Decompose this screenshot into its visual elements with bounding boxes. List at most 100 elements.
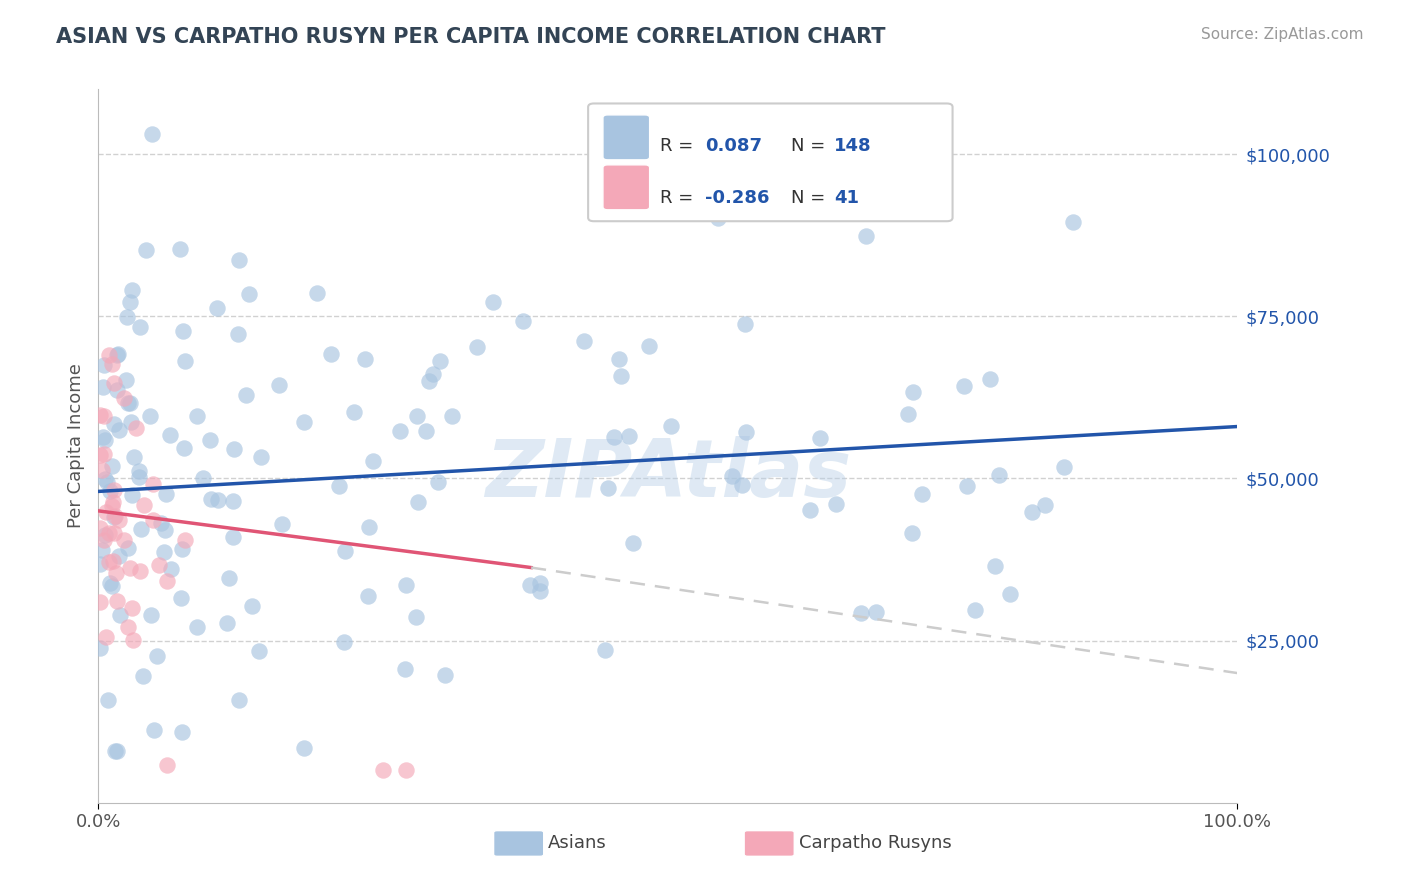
Point: [593, 643, 616, 657]
Point: [979, 372, 1001, 386]
Point: [228, 252, 250, 267]
Point: [619, 429, 641, 443]
Point: [107, 347, 129, 361]
Point: [984, 558, 1007, 573]
Point: [155, 486, 177, 500]
Text: ASIAN VS CARPATHO RUSYN PER CAPITA INCOME CORRELATION CHART: ASIAN VS CARPATHO RUSYN PER CAPITA INCOM…: [56, 27, 886, 46]
Point: [193, 470, 215, 484]
Point: [911, 487, 934, 501]
Point: [90, 463, 112, 477]
Text: Asians: Asians: [548, 835, 607, 853]
Point: [598, 482, 620, 496]
Point: [720, 468, 742, 483]
Point: [91, 379, 114, 393]
Text: N =: N =: [790, 137, 825, 155]
Point: [638, 339, 661, 353]
Text: Source: ZipAtlas.com: Source: ZipAtlas.com: [1201, 27, 1364, 42]
Point: [215, 616, 238, 631]
Point: [118, 396, 141, 410]
Point: [482, 294, 505, 309]
Point: [851, 606, 873, 620]
Point: [91, 430, 114, 444]
Point: [94, 472, 117, 486]
Point: [602, 430, 624, 444]
Point: [207, 492, 229, 507]
FancyBboxPatch shape: [494, 830, 544, 856]
Point: [394, 662, 416, 676]
Point: [89, 448, 111, 462]
Point: [105, 348, 128, 362]
Point: [89, 594, 111, 608]
Point: [89, 521, 111, 535]
Text: 148: 148: [834, 137, 872, 155]
Point: [114, 373, 136, 387]
FancyBboxPatch shape: [588, 103, 953, 221]
Point: [135, 243, 157, 257]
Point: [107, 549, 129, 563]
Point: [292, 740, 315, 755]
Point: [359, 520, 381, 534]
Point: [118, 295, 141, 310]
Point: [799, 503, 821, 517]
Point: [117, 396, 139, 410]
Point: [173, 441, 195, 455]
Point: [141, 608, 163, 623]
Text: Carpatho Rusyns: Carpatho Rusyns: [799, 835, 952, 853]
Point: [94, 505, 117, 519]
Point: [94, 528, 117, 542]
Point: [156, 758, 179, 772]
Point: [148, 558, 170, 573]
Point: [105, 383, 128, 397]
Point: [901, 384, 924, 399]
Text: -0.286: -0.286: [706, 189, 770, 207]
Point: [429, 354, 451, 368]
Point: [1062, 215, 1084, 229]
Point: [103, 483, 125, 497]
Point: [100, 500, 122, 514]
Point: [406, 495, 429, 509]
Point: [269, 378, 291, 392]
Point: [572, 334, 595, 348]
Point: [174, 533, 197, 547]
Point: [529, 583, 551, 598]
Point: [415, 424, 437, 438]
Point: [319, 346, 342, 360]
Point: [142, 477, 165, 491]
Point: [105, 593, 128, 607]
Point: [901, 526, 924, 541]
Point: [103, 525, 125, 540]
Y-axis label: Per Capita Income: Per Capita Income: [66, 364, 84, 528]
Point: [105, 566, 128, 580]
Point: [855, 229, 877, 244]
FancyBboxPatch shape: [744, 830, 794, 856]
Point: [610, 368, 633, 383]
Point: [418, 375, 440, 389]
Point: [141, 127, 163, 141]
Point: [129, 320, 152, 334]
Point: [103, 510, 125, 524]
Point: [129, 522, 152, 536]
Point: [897, 407, 920, 421]
Text: 0.087: 0.087: [706, 137, 762, 155]
Point: [170, 542, 193, 557]
Point: [121, 284, 143, 298]
Point: [93, 358, 115, 372]
Point: [101, 458, 124, 473]
Point: [292, 415, 315, 429]
Point: [371, 764, 394, 778]
Point: [89, 557, 111, 571]
Point: [389, 424, 412, 438]
Point: [865, 605, 887, 619]
Point: [93, 409, 115, 424]
Point: [186, 409, 208, 423]
Point: [200, 433, 222, 447]
Point: [124, 421, 146, 435]
Point: [117, 541, 139, 555]
Point: [607, 351, 630, 366]
Point: [426, 475, 449, 489]
Point: [117, 310, 139, 324]
Point: [250, 450, 273, 465]
Point: [707, 211, 730, 225]
Point: [108, 608, 131, 623]
Point: [734, 317, 756, 331]
